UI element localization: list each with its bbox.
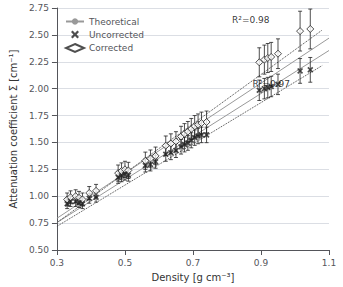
svg-text:Uncorrected: Uncorrected [89,30,144,40]
svg-text:R²=0.97: R²=0.97 [252,79,289,89]
svg-text:Theoretical: Theoretical [88,17,139,27]
svg-text:0.9: 0.9 [254,258,269,268]
svg-text:2.00: 2.00 [29,84,49,94]
svg-text:1.1: 1.1 [322,258,336,268]
svg-text:2.25: 2.25 [29,57,49,67]
svg-text:R²=0.98: R²=0.98 [232,15,270,25]
svg-text:0.3: 0.3 [50,258,64,268]
svg-text:Attenuation coefficient Σ [cm⁻: Attenuation coefficient Σ [cm⁻¹] [8,49,19,208]
svg-text:2.75: 2.75 [29,3,49,13]
svg-text:1.50: 1.50 [29,137,49,147]
svg-text:Density [g cm⁻³]: Density [g cm⁻³] [151,272,234,283]
svg-text:0.5: 0.5 [118,258,132,268]
svg-text:0.75: 0.75 [29,218,49,228]
svg-text:1.25: 1.25 [29,164,49,174]
svg-text:Corrected: Corrected [89,43,133,53]
svg-text:0.50: 0.50 [29,245,49,255]
svg-text:1.00: 1.00 [29,191,49,201]
svg-text:2.50: 2.50 [29,30,49,40]
svg-text:1.75: 1.75 [29,111,49,121]
svg-text:0.7: 0.7 [186,258,200,268]
